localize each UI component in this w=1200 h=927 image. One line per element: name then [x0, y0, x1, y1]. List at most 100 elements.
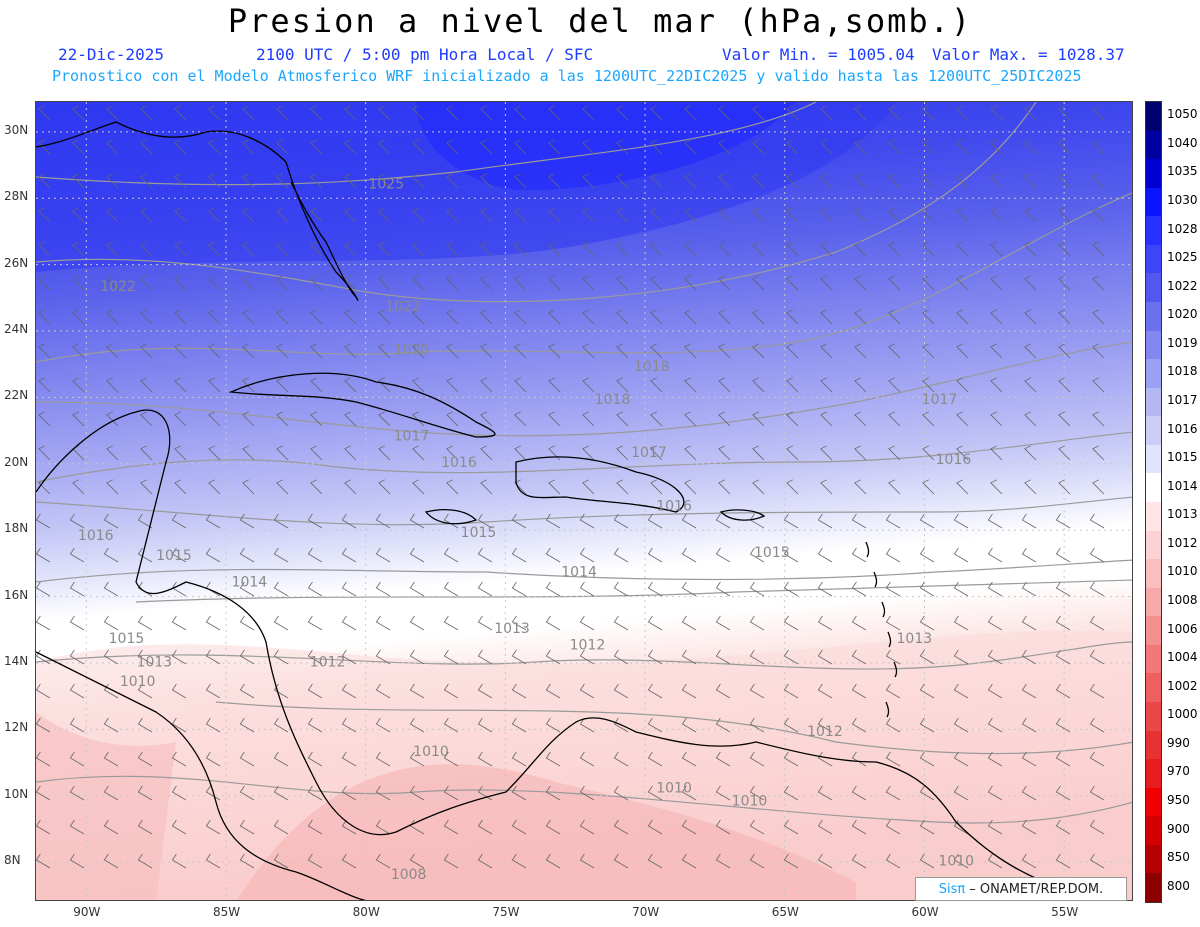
wind-barb: [885, 853, 901, 869]
wind-barb: [171, 649, 187, 665]
wind-barb: [647, 853, 663, 869]
wind-barb: [579, 751, 595, 767]
wind-barb: [854, 309, 867, 325]
pressure-map[interactable]: 1025 1022 1022 1020 1018 1018 1017 1017 1016 1017…: [35, 101, 1133, 901]
wind-barb: [1058, 377, 1071, 393]
wind-barb: [1021, 649, 1037, 665]
wind-barb: [36, 751, 51, 767]
wind-barb: [477, 581, 493, 597]
wind-barb: [106, 377, 119, 393]
wind-barb: [613, 853, 629, 869]
wind-barb: [239, 683, 255, 699]
wind-barb: [208, 241, 221, 257]
wind-barb: [922, 377, 935, 393]
wind-barb: [783, 615, 799, 631]
wind-barb: [412, 343, 425, 359]
wind-barb: [446, 377, 459, 393]
wind-barb: [786, 343, 799, 359]
wind-barb: [1021, 785, 1037, 801]
wind-barb: [922, 173, 935, 189]
wind-barb: [820, 105, 833, 121]
sispi-logo: Sisπ: [938, 881, 966, 897]
wind-barb: [1089, 547, 1105, 563]
wind-barb: [718, 105, 731, 121]
wind-barb: [310, 479, 323, 495]
lat-tick-label: 24N: [4, 322, 29, 337]
wind-barb: [375, 853, 391, 869]
colorbar-label: 970: [1167, 764, 1190, 779]
wind-barb: [205, 717, 221, 733]
wind-barb: [582, 309, 595, 325]
wind-barb: [1021, 819, 1037, 835]
wind-barb: [375, 581, 391, 597]
wind-barb: [851, 683, 867, 699]
wind-barb: [1021, 683, 1037, 699]
wind-barb: [582, 445, 595, 461]
wind-barb: [548, 479, 561, 495]
wind-barb: [616, 105, 629, 121]
wind-barb: [545, 581, 561, 597]
wind-barb: [613, 717, 629, 733]
wind-barb: [956, 479, 969, 495]
wind-barb: [69, 751, 85, 767]
wind-barb: [344, 479, 357, 495]
wind-barb: [545, 615, 561, 631]
wind-barb: [1024, 241, 1037, 257]
wind-barb: [548, 207, 561, 223]
wind-barb: [137, 547, 153, 563]
lon-tick-label: 85W: [212, 905, 241, 919]
wind-barb: [480, 309, 493, 325]
wind-barb: [239, 785, 255, 801]
wind-barb: [752, 139, 765, 155]
wind-barb: [140, 275, 153, 291]
isobar-label: 1013: [494, 621, 530, 637]
wind-barb: [242, 139, 255, 155]
lon-tick-label: 75W: [492, 905, 520, 919]
wind-barb: [38, 343, 51, 359]
credit-box: Sisπ – ONAMET/REP.DOM.: [915, 877, 1127, 901]
wind-barb: [990, 241, 1003, 257]
wind-barb: [786, 411, 799, 427]
wind-barb: [106, 343, 119, 359]
wind-barb: [684, 411, 697, 427]
wind-barb: [1024, 139, 1037, 155]
wind-barb: [1089, 785, 1105, 801]
wind-barb: [650, 207, 663, 223]
colorbar-label: 1050: [1167, 107, 1198, 122]
wind-barb: [783, 513, 799, 529]
wind-barb: [511, 853, 527, 869]
wind-barb: [307, 853, 323, 869]
wind-barb: [103, 819, 119, 835]
wind-barb: [140, 479, 153, 495]
colorbar-segment: [1146, 244, 1161, 274]
wind-barb: [409, 751, 425, 767]
wind-barb: [783, 751, 799, 767]
wind-barb: [409, 853, 425, 869]
wind-barb: [545, 819, 561, 835]
wind-barb: [443, 615, 459, 631]
wind-barb: [647, 717, 663, 733]
wind-barb: [205, 785, 221, 801]
wind-barb: [987, 785, 1003, 801]
wind-barb: [820, 207, 833, 223]
wind-barb: [276, 139, 289, 155]
wind-barb: [919, 853, 935, 869]
wind-barb: [579, 513, 595, 529]
wind-barb: [647, 649, 663, 665]
wind-barb: [922, 105, 935, 121]
isobar-label: 1015: [754, 545, 790, 561]
colorbar-label: 1014: [1167, 478, 1198, 493]
colorbar-segment: [1146, 559, 1161, 589]
wind-barb: [480, 173, 493, 189]
max-value-label: Valor Max. = 1028.37: [932, 45, 1125, 64]
wind-barb: [480, 377, 493, 393]
wind-barb: [613, 615, 629, 631]
wind-barb: [752, 275, 765, 291]
wind-barb: [514, 105, 527, 121]
wind-barb: [956, 241, 969, 257]
wind-barb: [137, 513, 153, 529]
wind-barb: [1092, 411, 1105, 427]
wind-barb: [443, 581, 459, 597]
wind-barb: [511, 819, 527, 835]
wind-barb: [851, 819, 867, 835]
